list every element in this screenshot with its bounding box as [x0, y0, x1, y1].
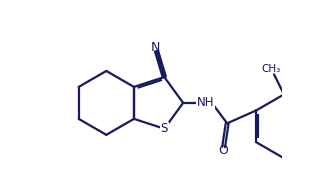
Text: N: N: [151, 41, 160, 54]
Text: O: O: [218, 144, 228, 157]
Text: NH: NH: [197, 96, 214, 109]
Text: CH₃: CH₃: [262, 64, 281, 74]
Text: S: S: [161, 122, 168, 135]
